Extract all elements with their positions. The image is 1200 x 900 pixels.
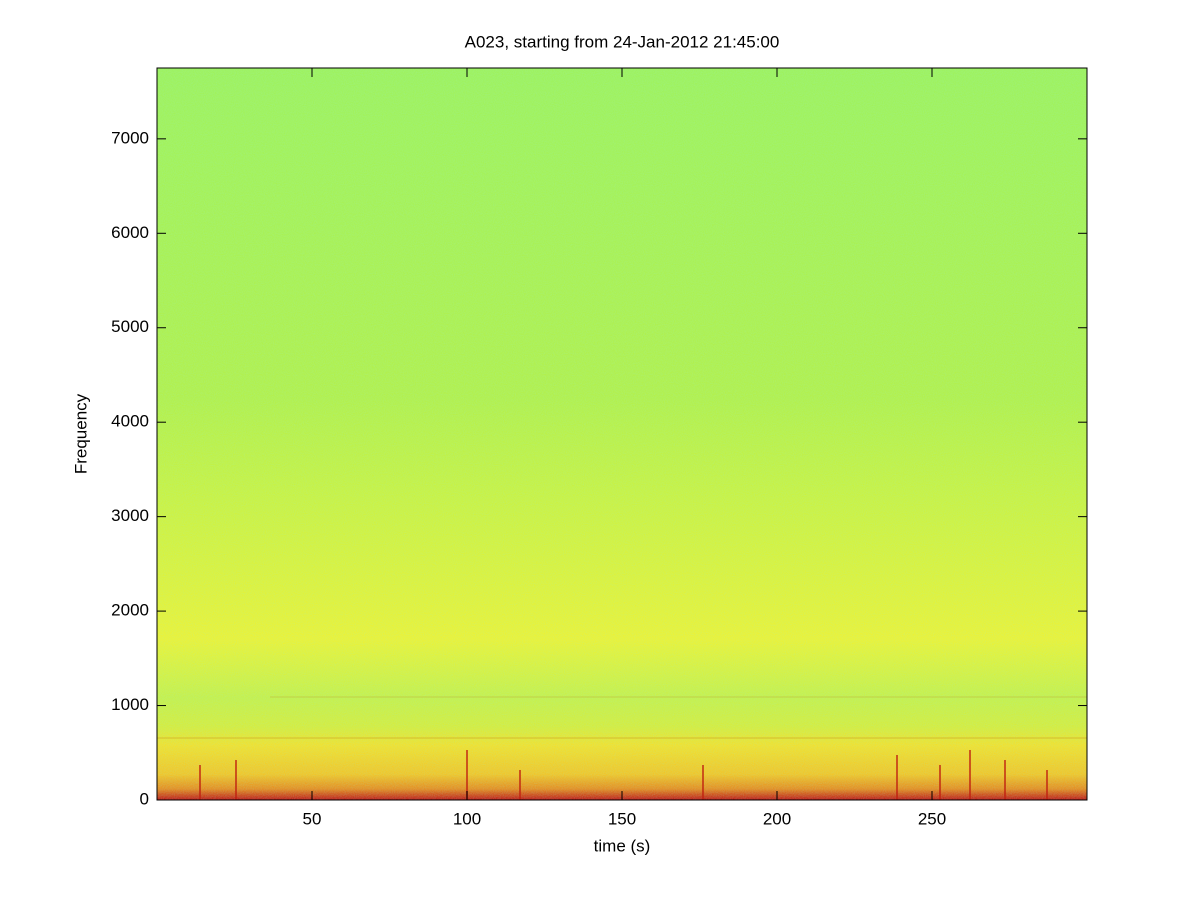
x-tick-label: 200 (763, 809, 791, 828)
x-tick-label: 150 (608, 809, 636, 828)
x-tick-label: 50 (303, 809, 322, 828)
x-tick-label: 250 (918, 809, 946, 828)
x-tick-label: 100 (453, 809, 481, 828)
y-tick-label: 2000 (111, 601, 149, 620)
spectrogram-image (157, 68, 1087, 800)
y-tick-label: 6000 (111, 223, 149, 242)
y-tick-label: 0 (140, 789, 149, 808)
y-tick-label: 3000 (111, 506, 149, 525)
x-axis-label: time (s) (594, 836, 651, 855)
y-axis-label: Frequency (71, 393, 90, 474)
y-tick-label: 4000 (111, 412, 149, 431)
y-tick-label: 7000 (111, 128, 149, 147)
y-tick-label: 1000 (111, 695, 149, 714)
y-tick-label: 5000 (111, 317, 149, 336)
chart-title: A023, starting from 24-Jan-2012 21:45:00 (465, 32, 780, 51)
